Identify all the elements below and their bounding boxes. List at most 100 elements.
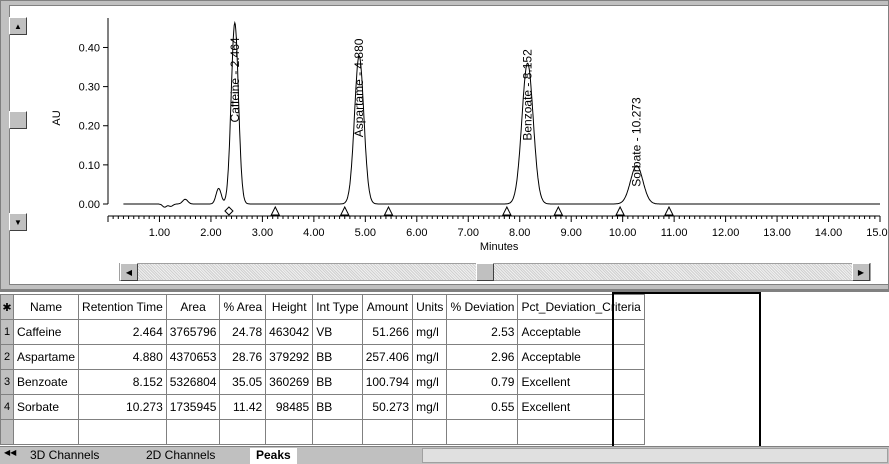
grid-corner-icon[interactable]: ✱ [0,294,14,320]
x-tick-label: 5.00 [355,227,376,239]
down-arrow-icon: ▼ [14,217,22,227]
empty-cell[interactable] [219,419,267,445]
empty-cell[interactable] [265,419,314,445]
x-tick-label: 3.00 [252,227,273,239]
cell-amount[interactable]: 100.794 [361,369,414,395]
peak-label: Benzoate - 8.152 [521,49,535,141]
cell-units[interactable]: mg/l [412,394,448,420]
cell-amount[interactable]: 51.266 [361,319,414,345]
column-header[interactable]: % Deviation [446,294,519,320]
cell-amount[interactable]: 257.406 [361,344,414,370]
cell-units[interactable]: mg/l [412,369,448,395]
tab-peaks[interactable]: Peaks [250,448,297,464]
scroll-down-button[interactable]: ▼ [9,213,27,231]
x-tick-label: 10.00 [609,227,637,239]
column-header[interactable]: Height [265,294,314,320]
tab-first-icon[interactable]: ◀◀ [4,448,17,457]
column-header[interactable]: Amount [361,294,414,320]
x-tick-label: 7.00 [458,227,479,239]
column-header[interactable]: Units [412,294,448,320]
x-tick-label: 1.00 [149,227,170,239]
cell-criteria[interactable]: Excellent [517,369,645,395]
column-header[interactable]: Retention Time [78,294,167,320]
cell-name[interactable]: Aspartame [12,344,80,370]
empty-cell[interactable] [12,419,80,445]
column-header[interactable]: % Area [219,294,267,320]
cell-pct-area[interactable]: 35.05 [219,369,267,395]
column-header[interactable]: Name [12,294,80,320]
row-number[interactable]: 4 [0,394,14,420]
cell-units[interactable]: mg/l [412,344,448,370]
cell-area[interactable]: 5326804 [165,369,221,395]
tab-3d-channels[interactable]: 3D Channels [30,448,100,462]
cell-rt[interactable]: 2.464 [78,319,167,345]
cell-height[interactable]: 379292 [265,344,314,370]
table-row[interactable]: 3 Benzoate 8.152 5326804 35.05 360269 BB 100.79… [0,369,645,395]
column-header[interactable]: Pct_Deviation_Criteria [517,294,645,320]
peak-label: Caffeine - 2.464 [228,37,242,122]
cell-name[interactable]: Sorbate [12,394,80,420]
y-tick-label: 0.10 [79,160,100,172]
scroll-right-button[interactable]: ▶ [852,263,870,281]
cell-int-type[interactable]: BB [312,394,363,420]
scroll-left-button[interactable]: ◀ [120,263,138,281]
empty-cell[interactable] [165,419,221,445]
cell-area[interactable]: 4370653 [165,344,221,370]
cell-criteria[interactable]: Acceptable [517,319,645,345]
cell-amount[interactable]: 50.273 [361,394,414,420]
integration-marker-triangle [553,205,564,216]
cell-rt[interactable]: 4.880 [78,344,167,370]
integration-marker-triangle [502,205,512,216]
horizontal-scrollbar[interactable]: ◀ ▶ [119,263,871,281]
cell-units[interactable]: mg/l [412,319,448,345]
cell-pct-area[interactable]: 28.76 [219,344,267,370]
cell-pct-dev[interactable]: 2.96 [446,344,519,370]
peaks-table: ✱ Name Retention Time Area% Area Height Int … [0,294,645,445]
table-row-empty[interactable] [0,419,645,445]
cell-height[interactable]: 98485 [265,394,314,420]
vertical-scrollbar[interactable]: ▲ ▼ [9,17,27,231]
row-number[interactable]: 2 [0,344,14,370]
cell-criteria[interactable]: Excellent [517,394,645,420]
column-header[interactable]: Int Type [312,294,363,320]
empty-cell[interactable] [412,419,448,445]
empty-cell[interactable] [0,419,14,445]
table-row[interactable]: 4 Sorbate 10.273 1735945 11.42 98485 BB 50.273 m… [0,394,645,420]
x-tick-label: 8.00 [509,227,530,239]
column-header[interactable]: Area [165,294,221,320]
row-number[interactable]: 1 [0,319,14,345]
x-tick-label: 14.00 [815,227,843,239]
cell-height[interactable]: 463042 [265,319,314,345]
cell-name[interactable]: Benzoate [12,369,80,395]
scroll-up-button[interactable]: ▲ [9,17,27,35]
cell-area[interactable]: 1735945 [165,394,221,420]
cell-int-type[interactable]: BB [312,344,363,370]
hscroll-thumb[interactable] [476,263,494,281]
table-row[interactable]: 1 Caffeine 2.464 3765796 24.78 463042 VB 51.266… [0,319,645,345]
cell-int-type[interactable]: BB [312,369,363,395]
cell-rt[interactable]: 8.152 [78,369,167,395]
empty-cell[interactable] [78,419,167,445]
cell-pct-dev[interactable]: 0.55 [446,394,519,420]
empty-cell[interactable] [312,419,363,445]
empty-cell[interactable] [361,419,414,445]
tab-2d-channels[interactable]: 2D Channels [146,448,216,462]
peak-label: Sorbate - 10.273 [630,97,644,187]
cell-int-type[interactable]: VB [312,319,363,345]
cell-area[interactable]: 3765796 [165,319,221,345]
cell-pct-area[interactable]: 24.78 [219,319,267,345]
cell-height[interactable]: 360269 [265,369,314,395]
cell-pct-dev[interactable]: 2.53 [446,319,519,345]
tab-scrollbar[interactable] [422,448,888,463]
cell-rt[interactable]: 10.273 [78,394,167,420]
row-number[interactable]: 3 [0,369,14,395]
scroll-thumb[interactable] [9,111,27,129]
table-row[interactable]: 2 Aspartame 4.880 4370653 28.76 379292 BB 257.4… [0,344,645,370]
empty-cell[interactable] [446,419,519,445]
cell-pct-area[interactable]: 11.42 [219,394,267,420]
cell-criteria[interactable]: Acceptable [517,344,645,370]
cell-pct-dev[interactable]: 0.79 [446,369,519,395]
cell-name[interactable]: Caffeine [12,319,80,345]
empty-cell[interactable] [517,419,645,445]
